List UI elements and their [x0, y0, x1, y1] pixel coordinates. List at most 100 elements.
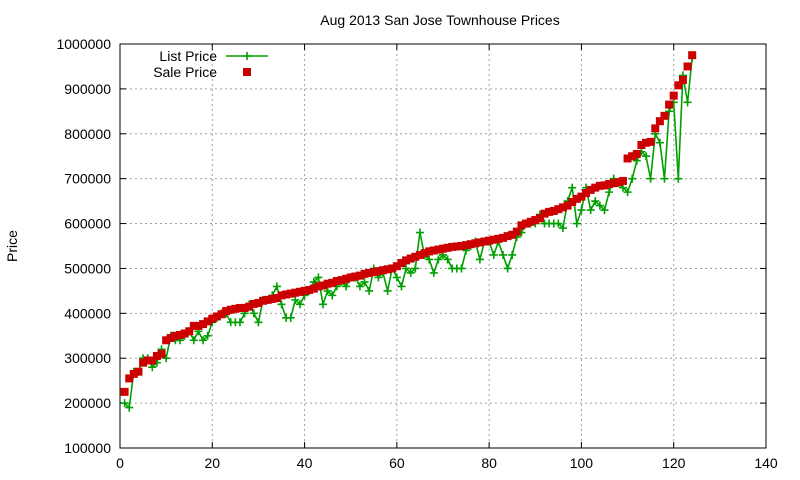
list-price-point [277, 300, 286, 309]
list-price-point [295, 300, 304, 309]
list-price-point [125, 403, 134, 412]
sale-price-point [429, 246, 438, 255]
y-tick-label: 400000 [64, 305, 111, 321]
sale-price-point [494, 234, 503, 243]
list-price-point [503, 264, 512, 273]
chart-title: Aug 2013 San Jose Townhouse Prices [320, 12, 559, 28]
sale-price-point [226, 305, 235, 314]
sale-price-point [674, 81, 683, 90]
list-price-point [605, 188, 614, 197]
list-price-point [554, 219, 563, 228]
list-price-point [365, 286, 374, 295]
sale-price-point [591, 183, 600, 192]
sale-price-point [189, 321, 198, 330]
sale-price-point [143, 356, 152, 365]
legend-symbol-sale-price [243, 68, 251, 76]
sale-price-point [665, 100, 674, 109]
sale-price-point [305, 285, 314, 294]
sale-price-point [185, 327, 194, 336]
sale-price-point [392, 262, 401, 271]
list-price-point [415, 228, 424, 237]
sale-price-point [406, 254, 415, 263]
sale-price-point [471, 239, 480, 248]
y-tick-label: 800000 [64, 126, 111, 142]
list-price-point [342, 282, 351, 291]
list-price-point [406, 268, 415, 277]
sale-price-point [595, 181, 604, 190]
list-price-point [642, 152, 651, 161]
sale-price-point [563, 201, 572, 210]
sale-price-point [632, 149, 641, 158]
sale-price-point [439, 244, 447, 253]
sale-price-point [522, 219, 531, 228]
sale-price-point [166, 334, 175, 343]
sale-price-point [434, 245, 443, 254]
y-axis-label: Price [4, 230, 20, 262]
x-tick-label: 120 [662, 455, 686, 471]
sale-price-point [249, 299, 258, 308]
sale-price-point [222, 307, 231, 316]
list-price-point [235, 318, 244, 327]
sale-price-point [175, 330, 184, 339]
list-price-point [314, 273, 323, 282]
sale-price-point [503, 232, 512, 241]
sale-price-point [360, 269, 369, 278]
list-price-point [443, 255, 452, 264]
sale-price-point [623, 154, 632, 163]
list-price-point [411, 264, 420, 273]
list-price-point [323, 286, 332, 295]
list-price-point [199, 336, 208, 345]
sale-price-point [485, 236, 494, 245]
sale-price-point [586, 185, 595, 194]
sale-price-point [337, 276, 346, 285]
list-price-point [286, 313, 295, 322]
sale-price-point [651, 124, 660, 133]
sale-price-point [688, 51, 697, 60]
sale-price-point [208, 314, 217, 323]
list-price-point [189, 336, 198, 345]
y-tick-label: 1000000 [56, 36, 111, 52]
sale-price-point [323, 279, 332, 288]
sale-price-point [678, 75, 687, 84]
y-tick-label: 600000 [64, 216, 111, 232]
sale-price-point [443, 243, 452, 252]
sale-price-point [300, 286, 309, 295]
sale-price-point [369, 268, 378, 277]
list-price-point [632, 156, 641, 165]
legend-symbol-list-price [226, 52, 268, 60]
sale-price-point [199, 320, 208, 329]
legend-sale-marker [243, 68, 251, 76]
sale-price-point [263, 295, 272, 304]
x-tick-label: 140 [754, 455, 778, 471]
sale-price-point [152, 351, 161, 360]
sale-price-point [489, 235, 498, 244]
sale-price-point [125, 374, 134, 383]
sale-price-point [351, 272, 360, 281]
sale-price-point [203, 317, 212, 326]
list-price-point [272, 282, 281, 291]
sale-price-point [614, 178, 623, 187]
y-tick-label: 300000 [64, 350, 111, 366]
sale-price-point [448, 242, 457, 251]
y-tick-label: 900000 [64, 81, 111, 97]
list-price-point [674, 174, 683, 183]
list-price-point [655, 138, 664, 147]
sale-price-point [139, 358, 148, 367]
sale-price-point [231, 304, 240, 313]
list-price-point [600, 206, 609, 215]
sale-price-series [120, 51, 697, 396]
y-tick-labels: 100000 200000 300000 400000 500000 600000 7000… [56, 36, 111, 456]
grid-lines [120, 44, 766, 448]
sale-price-point [120, 387, 129, 396]
sale-price-point [148, 356, 157, 365]
sale-price-point [134, 367, 143, 376]
sale-price-point [259, 296, 268, 305]
list-price-point [577, 206, 586, 215]
list-price-point [397, 282, 406, 291]
sale-price-point [295, 287, 304, 296]
sale-price-point [637, 141, 646, 149]
sale-price-point [558, 203, 567, 212]
list-price-point [683, 98, 692, 107]
sale-price-point [212, 312, 221, 321]
sale-price-point [577, 192, 586, 201]
